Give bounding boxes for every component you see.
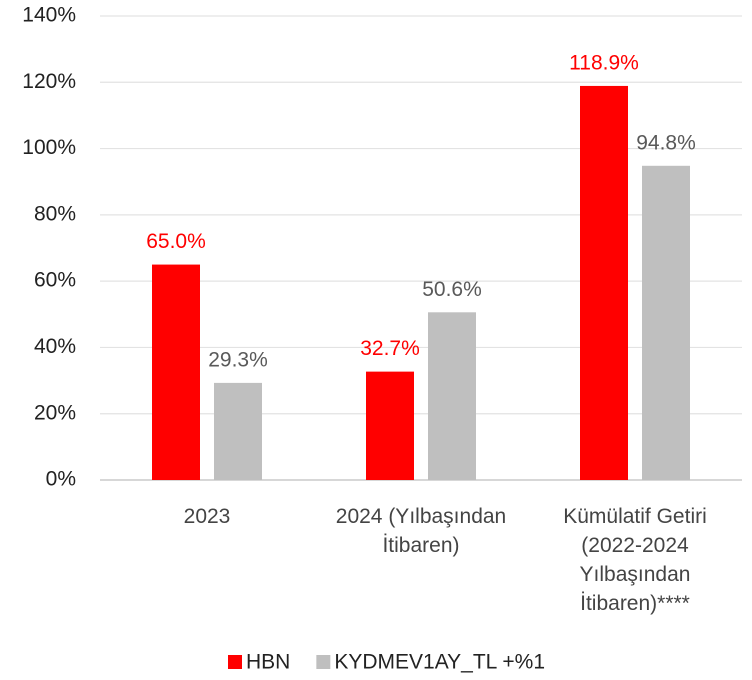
- y-tick-label: 120%: [22, 70, 76, 93]
- x-tick-label: Kümülatif Getiri (2022-2024 Yılbaşından …: [563, 505, 707, 615]
- y-tick-label: 0%: [46, 468, 76, 491]
- bar: [152, 264, 200, 480]
- x-tick-label: 2023: [183, 505, 231, 528]
- y-tick-label: 60%: [34, 269, 76, 292]
- legend-label: KYDMEV1AY_TL +%1: [334, 651, 545, 674]
- bar: [214, 382, 262, 480]
- legend-label: HBN: [246, 651, 290, 674]
- value-label: 118.9%: [569, 51, 639, 74]
- legend-swatch: [316, 655, 331, 669]
- y-tick-label: 40%: [34, 335, 76, 358]
- legend-swatch: [228, 655, 242, 669]
- bar: [642, 165, 690, 480]
- value-label: 32.7%: [360, 337, 420, 360]
- value-label: 50.6%: [422, 278, 482, 301]
- bar: [428, 312, 476, 480]
- y-tick-label: 20%: [34, 401, 76, 424]
- value-label: 65.0%: [146, 230, 206, 253]
- value-label: 29.3%: [208, 348, 268, 371]
- bar: [366, 371, 414, 480]
- bar: [580, 85, 628, 480]
- y-tick-label: 80%: [34, 202, 76, 225]
- y-tick-label: 140%: [22, 4, 76, 27]
- value-label: 94.8%: [636, 131, 696, 154]
- x-tick-label: 2024 (Yılbaşından İtibaren): [335, 505, 507, 557]
- y-tick-label: 100%: [22, 136, 76, 159]
